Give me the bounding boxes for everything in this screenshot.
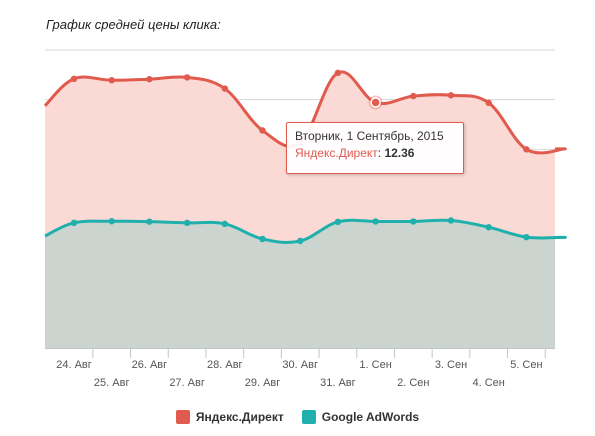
data-point [259, 235, 266, 243]
legend-label-yandex: Яндекс.Директ [195, 410, 284, 424]
tooltip: Вторник, 1 Сентябрь, 2015 Яндекс.Директ:… [286, 122, 464, 174]
data-point [70, 219, 78, 227]
tooltip-date: Вторник, 1 Сентябрь, 2015 [295, 129, 444, 143]
data-point [485, 99, 492, 107]
series-line-0 [43, 70, 567, 155]
data-point [485, 224, 492, 231]
series-line-1 [44, 218, 567, 244]
data-point [146, 76, 153, 83]
x-tick-label: 5. Сен [510, 359, 542, 371]
legend-item-adwords[interactable]: Google AdWords [301, 410, 420, 424]
data-point [297, 237, 304, 245]
data-point [447, 217, 455, 224]
data-point [108, 218, 115, 225]
series-lines [43, 70, 567, 244]
data-point [146, 218, 153, 225]
data-point [410, 218, 417, 225]
data-point [334, 69, 342, 77]
tooltip-series-name: Яндекс.Директ [295, 146, 378, 160]
x-tick-label: 27. Авг [169, 377, 205, 389]
x-tick-label: 3. Сен [435, 359, 467, 371]
legend: Яндекс.Директ Google AdWords [0, 410, 595, 424]
data-point [447, 92, 455, 99]
legend-label-adwords: Google AdWords [321, 410, 420, 424]
tooltip-colon: : [377, 146, 382, 160]
data-point [183, 74, 191, 81]
series-area-1 [45, 220, 566, 348]
data-point [410, 92, 417, 100]
data-point [372, 218, 379, 225]
x-tick-label: 28. Авг [207, 359, 243, 371]
series-areas [45, 71, 566, 348]
highlight-point [370, 97, 381, 108]
data-point [183, 219, 191, 227]
x-tick-label: 26. Авг [132, 359, 168, 371]
x-tick-label: 2. Сен [397, 377, 429, 389]
x-tick-label: 30. Авг [282, 359, 318, 371]
data-point [108, 76, 115, 84]
data-point [70, 75, 78, 83]
legend-swatch-yandex [175, 410, 190, 424]
data-point [334, 218, 342, 226]
x-tick-label: 29. Авг [245, 377, 281, 389]
x-tick-label: 31. Авг [320, 377, 356, 389]
x-axis: 24. Авг 26. Авг 28. Авг 30. Авг 1. Сен 3. Сен… [45, 348, 555, 389]
data-point [221, 220, 228, 228]
chart-caption: График средней цены клика: [46, 17, 221, 32]
x-tick-label: 24. Авг [56, 359, 92, 371]
x-tick-label: 4. Сен [473, 377, 505, 389]
legend-item-yandex[interactable]: Яндекс.Директ [175, 410, 284, 424]
data-point [523, 146, 530, 153]
tooltip-value: 12.36 [384, 146, 415, 160]
x-tick-label: 1. Сен [359, 359, 391, 371]
data-point [221, 85, 228, 92]
tooltip-value-row: Яндекс.Директ: 12.36 [295, 146, 455, 160]
data-point [523, 233, 530, 241]
x-tick-label: 25. Авг [94, 377, 130, 389]
legend-swatch-adwords [301, 410, 316, 424]
data-point [259, 127, 266, 134]
